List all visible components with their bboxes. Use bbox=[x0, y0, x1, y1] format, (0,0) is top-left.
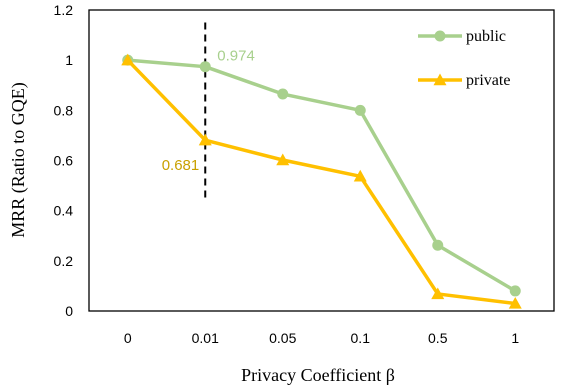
data-point-private bbox=[353, 169, 367, 182]
y-axis-ticks: 0 0.2 0.4 0.6 0.8 1 1.2 bbox=[54, 2, 74, 319]
data-point-private bbox=[121, 53, 135, 66]
y-tick-label: 0.4 bbox=[54, 203, 74, 219]
series-private bbox=[121, 53, 522, 309]
legend-marker bbox=[433, 73, 447, 86]
data-point-public bbox=[199, 61, 211, 73]
series-line-private bbox=[126, 58, 516, 306]
series-line-public bbox=[127, 58, 517, 293]
legend: public private bbox=[418, 28, 510, 89]
y-tick-label: 1 bbox=[65, 52, 73, 68]
data-point-private bbox=[198, 133, 212, 146]
data-point-private bbox=[431, 287, 445, 300]
series-public bbox=[122, 54, 521, 297]
x-tick-label: 1 bbox=[511, 330, 519, 346]
data-point-public bbox=[509, 285, 521, 297]
series-layer bbox=[121, 53, 522, 309]
data-point-private bbox=[276, 153, 290, 166]
plot-area-frame bbox=[88, 9, 555, 312]
data-point-public bbox=[277, 88, 289, 100]
data-point-public bbox=[354, 104, 366, 116]
x-axis-ticks: 0 0.01 0.05 0.1 0.5 1 bbox=[124, 330, 520, 346]
legend-item-private: private bbox=[418, 72, 510, 89]
y-axis-title: MRR (Ratio to GQE) bbox=[8, 82, 29, 238]
y-tick-label: 0.6 bbox=[54, 153, 74, 169]
data-point-private bbox=[508, 296, 522, 309]
annotation-public: 0.974 bbox=[217, 48, 255, 65]
y-tick-label: 0.8 bbox=[54, 102, 74, 118]
legend-label: private bbox=[466, 72, 510, 89]
x-axis-title: Privacy Coefficient β bbox=[241, 365, 395, 385]
annotation-layer: 0.974 0.681 bbox=[162, 48, 255, 174]
y-tick-label: 0.2 bbox=[54, 253, 74, 269]
legend-item-public: public bbox=[418, 28, 506, 45]
y-tick-label: 0 bbox=[65, 303, 73, 319]
x-tick-label: 0.5 bbox=[428, 330, 448, 346]
y-tick-label: 1.2 bbox=[54, 2, 74, 18]
annotation-private: 0.681 bbox=[162, 157, 200, 174]
x-tick-label: 0.01 bbox=[192, 330, 219, 346]
legend-label: public bbox=[466, 28, 506, 45]
x-tick-label: 0.05 bbox=[269, 330, 296, 346]
data-point-public bbox=[432, 239, 444, 251]
x-tick-label: 0.1 bbox=[351, 330, 371, 346]
legend-marker bbox=[434, 30, 446, 42]
x-tick-label: 0 bbox=[124, 330, 132, 346]
